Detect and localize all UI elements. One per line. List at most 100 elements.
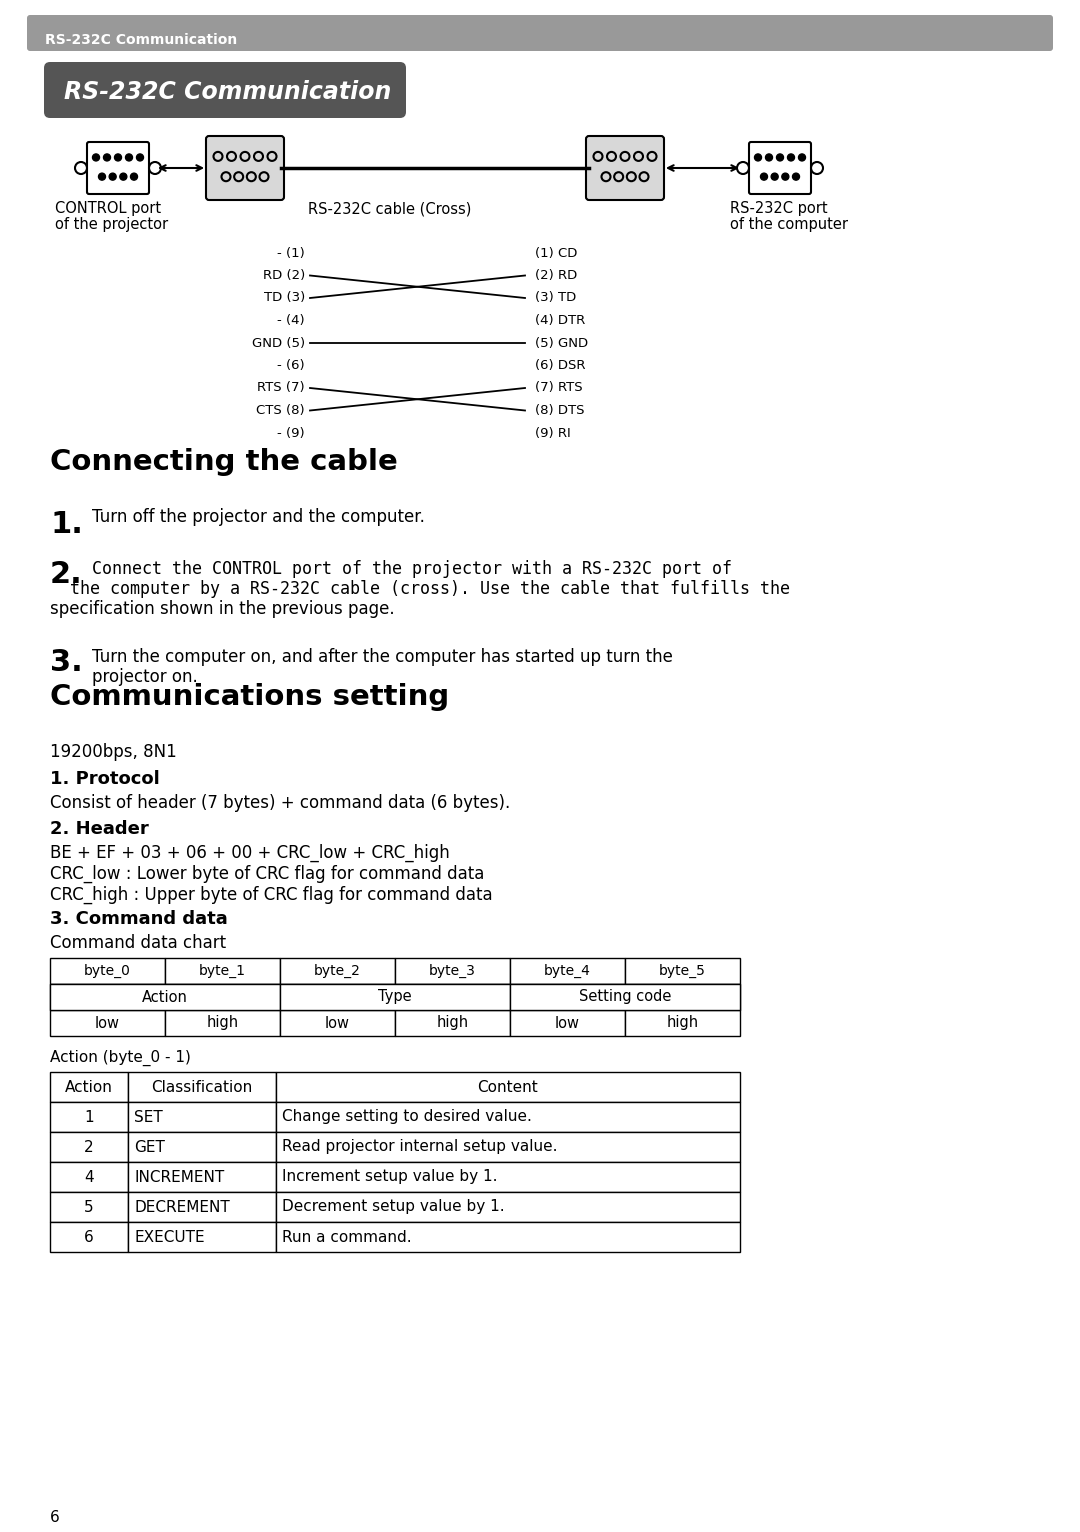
Circle shape [755,153,761,161]
Text: 1. Protocol: 1. Protocol [50,771,160,787]
Circle shape [114,153,121,161]
Circle shape [104,153,110,161]
Circle shape [771,173,779,181]
Text: (4) DTR: (4) DTR [535,314,585,326]
Text: 5: 5 [84,1200,94,1215]
Text: CTS (8): CTS (8) [256,404,305,417]
Text: Increment setup value by 1.: Increment setup value by 1. [282,1169,498,1184]
Text: Connect the CONTROL port of the projector with a RS-232C port of: Connect the CONTROL port of the projecto… [92,561,732,578]
Text: 2.: 2. [50,561,83,588]
Bar [129,1161,276,1192]
Text: 3.: 3. [50,648,83,677]
Text: Action: Action [65,1080,113,1094]
Text: Action (byte_0 - 1): Action (byte_0 - 1) [50,1049,191,1066]
Circle shape [766,153,772,161]
Bar [50,984,165,1010]
Text: 3. Command data: 3. Command data [50,910,228,928]
Text: EXECUTE: EXECUTE [134,1230,204,1244]
Text: 6: 6 [84,1230,94,1244]
Text: 2: 2 [84,1140,94,1155]
Text: 1.: 1. [50,510,83,539]
Text: the computer by a RS-232C cable (cross). Use the cable that fulfills the: the computer by a RS-232C cable (cross).… [70,581,789,597]
Text: INCREMENT: INCREMENT [134,1169,225,1184]
Text: RS-232C cable (Cross): RS-232C cable (Cross) [308,201,472,216]
Bar [395,958,510,984]
Text: - (1): - (1) [278,247,305,259]
Text: (7) RTS: (7) RTS [535,381,582,395]
Text: projector on.: projector on. [92,668,198,686]
Text: high: high [436,1016,469,1031]
Text: of the projector: of the projector [55,218,168,231]
Bar [510,958,625,984]
Bar [395,1010,510,1036]
Text: low: low [325,1016,350,1031]
Text: TD (3): TD (3) [264,291,305,305]
Text: GND (5): GND (5) [252,337,305,349]
Text: 4: 4 [84,1169,94,1184]
Text: Classification: Classification [151,1080,253,1094]
Text: Read projector internal setup value.: Read projector internal setup value. [282,1140,557,1155]
Text: (6) DSR: (6) DSR [535,358,585,372]
Bar [50,958,165,984]
Text: Turn the computer on, and after the computer has started up turn the: Turn the computer on, and after the comp… [92,648,673,666]
Bar [129,1102,276,1132]
Bar [165,984,280,1010]
Text: (3) TD: (3) TD [535,291,577,305]
Bar [129,1132,276,1161]
Bar [50,1223,129,1252]
Circle shape [760,173,768,181]
Text: CRC_low : Lower byte of CRC flag for command data: CRC_low : Lower byte of CRC flag for com… [50,866,484,884]
Text: Decrement setup value by 1.: Decrement setup value by 1. [282,1200,504,1215]
Text: Content: Content [477,1080,538,1094]
Bar [276,1192,740,1223]
Circle shape [98,173,106,181]
Bar [625,984,740,1010]
Circle shape [798,153,806,161]
Text: 1: 1 [84,1109,94,1124]
Text: (5) GND: (5) GND [535,337,589,349]
FancyBboxPatch shape [27,15,1053,51]
Text: - (4): - (4) [278,314,305,326]
Bar [276,1072,740,1102]
Bar [280,984,510,1010]
Bar [625,958,740,984]
Bar [129,1072,276,1102]
Text: SET: SET [134,1109,163,1124]
Text: GET: GET [134,1140,165,1155]
Text: specification shown in the previous page.: specification shown in the previous page… [50,601,394,617]
Bar [280,958,395,984]
Text: (2) RD: (2) RD [535,270,577,282]
Text: Consist of header (7 bytes) + command data (6 bytes).: Consist of header (7 bytes) + command da… [50,794,510,812]
Text: Setting code: Setting code [579,990,671,1005]
Text: high: high [206,1016,239,1031]
Text: RS-232C Communication: RS-232C Communication [64,80,391,104]
Text: CRC_high : Upper byte of CRC flag for command data: CRC_high : Upper byte of CRC flag for co… [50,885,492,904]
Text: (8) DTS: (8) DTS [535,404,584,417]
Text: Run a command.: Run a command. [282,1230,411,1244]
Bar [129,1223,276,1252]
Text: high: high [666,1016,699,1031]
Circle shape [787,153,795,161]
Circle shape [125,153,133,161]
Text: Communications setting: Communications setting [50,683,449,711]
Text: byte_0: byte_0 [84,964,131,977]
Text: 19200bps, 8N1: 19200bps, 8N1 [50,743,177,761]
Text: byte_2: byte_2 [314,964,361,977]
Bar [165,958,280,984]
Text: 6: 6 [50,1511,59,1524]
Bar [50,984,280,1010]
Text: byte_3: byte_3 [429,964,476,977]
Bar [165,1010,280,1036]
Circle shape [120,173,126,181]
Text: byte_1: byte_1 [199,964,246,977]
Text: Command data chart: Command data chart [50,935,226,951]
Text: BE + EF + 03 + 06 + 00 + CRC_low + CRC_high: BE + EF + 03 + 06 + 00 + CRC_low + CRC_h… [50,844,449,863]
Text: low: low [555,1016,580,1031]
Text: (9) RI: (9) RI [535,426,570,440]
Bar [50,1102,129,1132]
Text: Turn off the projector and the computer.: Turn off the projector and the computer. [92,509,424,525]
Text: DECREMENT: DECREMENT [134,1200,230,1215]
Bar [50,1010,165,1036]
Circle shape [93,153,99,161]
Text: Change setting to desired value.: Change setting to desired value. [282,1109,531,1124]
